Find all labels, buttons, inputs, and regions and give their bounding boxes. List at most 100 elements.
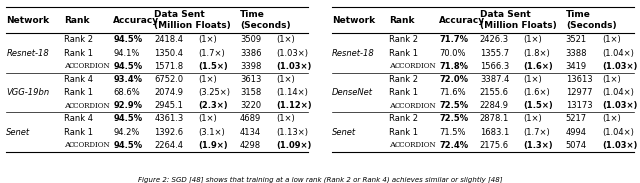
Text: A: A [389, 141, 396, 149]
Text: Senet: Senet [6, 128, 31, 137]
Text: CCORDION: CCORDION [395, 141, 436, 149]
Text: 3419: 3419 [566, 62, 587, 71]
Text: (1.09×): (1.09×) [276, 141, 312, 150]
Text: 3398: 3398 [240, 62, 262, 71]
Text: (1.5×): (1.5×) [198, 62, 228, 71]
Text: 70.0%: 70.0% [439, 48, 466, 57]
Text: 94.5%: 94.5% [113, 114, 143, 123]
Text: 1566.3: 1566.3 [480, 62, 509, 71]
Text: (1×): (1×) [524, 35, 542, 44]
Text: 94.5%: 94.5% [113, 141, 143, 150]
Text: 1392.6: 1392.6 [154, 128, 183, 137]
Text: Rank 2: Rank 2 [64, 35, 93, 44]
Text: (1.03×): (1.03×) [276, 62, 312, 71]
Text: 94.2%: 94.2% [113, 128, 140, 137]
Text: 5217: 5217 [566, 114, 587, 123]
Text: (1.04×): (1.04×) [602, 128, 634, 137]
Text: (1.03×): (1.03×) [276, 48, 308, 57]
Text: (1.5×): (1.5×) [524, 101, 554, 110]
Text: Rank: Rank [389, 16, 415, 25]
Text: 94.1%: 94.1% [113, 48, 140, 57]
Text: 2175.6: 2175.6 [480, 141, 509, 150]
Text: (1×): (1×) [276, 35, 295, 44]
Text: (1×): (1×) [602, 75, 621, 84]
Text: 2155.6: 2155.6 [480, 88, 509, 97]
Text: 4134: 4134 [240, 128, 261, 137]
Text: 71.6%: 71.6% [439, 88, 466, 97]
Text: CCORDION: CCORDION [395, 62, 436, 70]
Text: Time
(Seconds): Time (Seconds) [240, 10, 291, 30]
Text: Data Sent
(Million Floats): Data Sent (Million Floats) [480, 10, 557, 30]
Text: 68.6%: 68.6% [113, 88, 140, 97]
Text: (1.12×): (1.12×) [276, 101, 312, 110]
Text: 5074: 5074 [566, 141, 587, 150]
Text: (1.7×): (1.7×) [198, 48, 225, 57]
Text: 12977: 12977 [566, 88, 592, 97]
Text: CCORDION: CCORDION [395, 102, 436, 110]
Text: 72.5%: 72.5% [439, 114, 468, 123]
Text: (1.13×): (1.13×) [276, 128, 308, 137]
Text: 13173: 13173 [566, 101, 593, 110]
Text: Rank 1: Rank 1 [64, 48, 93, 57]
Text: (1×): (1×) [602, 114, 621, 123]
Text: 4689: 4689 [240, 114, 261, 123]
Text: (1.14×): (1.14×) [276, 88, 308, 97]
Text: Resnet-18: Resnet-18 [332, 48, 375, 57]
Text: 72.4%: 72.4% [439, 141, 468, 150]
Text: 1571.8: 1571.8 [154, 62, 183, 71]
Text: (1.04×): (1.04×) [602, 48, 634, 57]
Text: 94.5%: 94.5% [113, 35, 143, 44]
Text: 3220: 3220 [240, 101, 261, 110]
Text: 3158: 3158 [240, 88, 261, 97]
Text: Time
(Seconds): Time (Seconds) [566, 10, 616, 30]
Text: 2945.1: 2945.1 [154, 101, 183, 110]
Text: Accuracy: Accuracy [439, 16, 485, 25]
Text: (1.04×): (1.04×) [602, 88, 634, 97]
Text: (1.7×): (1.7×) [524, 128, 550, 137]
Text: 2426.3: 2426.3 [480, 35, 509, 44]
Text: A: A [389, 102, 396, 110]
Text: 3388: 3388 [566, 48, 588, 57]
Text: (1.6×): (1.6×) [524, 88, 550, 97]
Text: Rank 2: Rank 2 [389, 114, 419, 123]
Text: 4361.3: 4361.3 [154, 114, 184, 123]
Text: 3521: 3521 [566, 35, 587, 44]
Text: 2074.9: 2074.9 [154, 88, 183, 97]
Text: (1×): (1×) [198, 35, 216, 44]
Text: (1.6×): (1.6×) [524, 62, 554, 71]
Text: 2878.1: 2878.1 [480, 114, 509, 123]
Text: 92.9%: 92.9% [113, 101, 143, 110]
Text: (1.3×): (1.3×) [524, 141, 553, 150]
Text: A: A [64, 62, 70, 70]
Text: Rank 1: Rank 1 [389, 128, 419, 137]
Text: Rank 1: Rank 1 [64, 88, 93, 97]
Text: CCORDION: CCORDION [69, 62, 111, 70]
Text: CCORDION: CCORDION [69, 102, 111, 110]
Text: 2418.4: 2418.4 [154, 35, 183, 44]
Text: (1×): (1×) [276, 114, 295, 123]
Text: CCORDION: CCORDION [69, 141, 111, 149]
Text: 94.5%: 94.5% [113, 62, 143, 71]
Text: 6752.0: 6752.0 [154, 75, 183, 84]
Text: (1×): (1×) [198, 75, 216, 84]
Text: (1.9×): (1.9×) [198, 141, 227, 150]
Text: (3.25×): (3.25×) [198, 88, 230, 97]
Text: 2284.9: 2284.9 [480, 101, 509, 110]
Text: 72.5%: 72.5% [439, 101, 468, 110]
Text: (1×): (1×) [602, 35, 621, 44]
Text: Rank 1: Rank 1 [64, 128, 93, 137]
Text: Rank 1: Rank 1 [389, 48, 419, 57]
Text: 3387.4: 3387.4 [480, 75, 509, 84]
Text: Accuracy: Accuracy [113, 16, 159, 25]
Text: 13613: 13613 [566, 75, 593, 84]
Text: (1×): (1×) [276, 75, 295, 84]
Text: Rank 4: Rank 4 [64, 114, 93, 123]
Text: 71.7%: 71.7% [439, 35, 468, 44]
Text: 1683.1: 1683.1 [480, 128, 509, 137]
Text: (1.03×): (1.03×) [602, 101, 637, 110]
Text: 1355.7: 1355.7 [480, 48, 509, 57]
Text: Network: Network [6, 16, 49, 25]
Text: Rank 2: Rank 2 [389, 35, 419, 44]
Text: 93.4%: 93.4% [113, 75, 143, 84]
Text: Senet: Senet [332, 128, 356, 137]
